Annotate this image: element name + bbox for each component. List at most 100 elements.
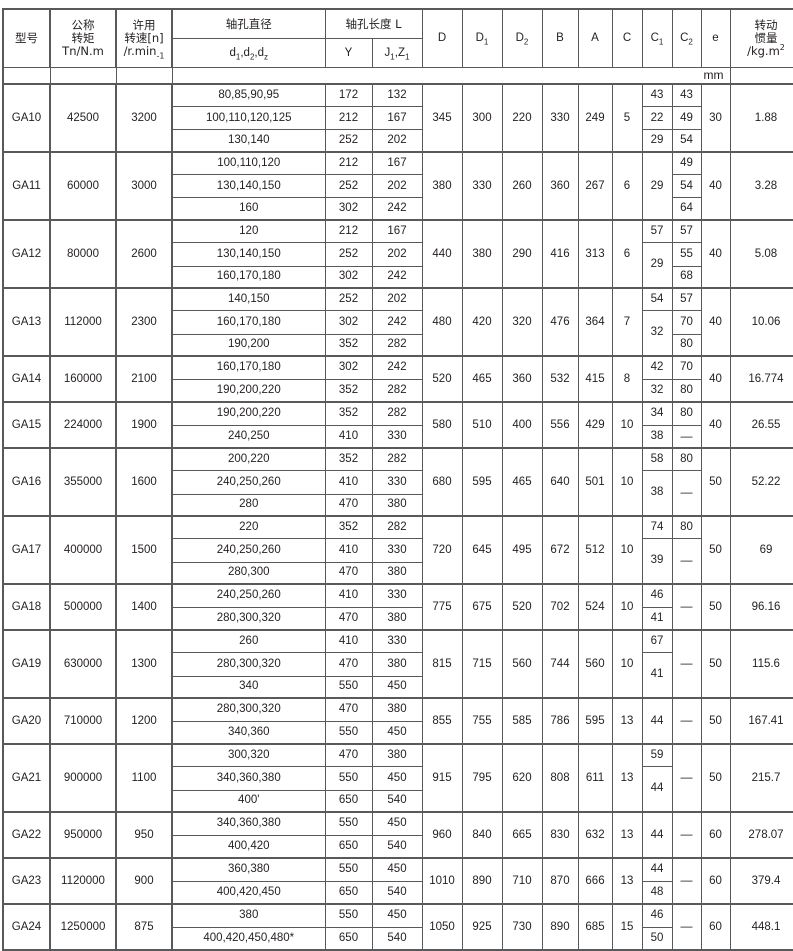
cell-bore-length-Y: 470 [324, 651, 373, 677]
cell-bore-length-Y: 470 [324, 697, 373, 722]
cell-C1: 59 [641, 743, 673, 767]
cell-bore-length-Y: 172 [324, 83, 373, 108]
cell-bore-length-J1Z1: 282 [371, 401, 423, 426]
cell-C1: 39 [641, 537, 673, 585]
header-D1: D1 [461, 8, 503, 68]
cell-C1: 34 [641, 401, 673, 426]
cell-C2: 80 [671, 401, 702, 426]
cell-speed: 1900 [115, 401, 173, 449]
cell-bore-length-J1Z1: 380 [371, 493, 423, 517]
cell-model: GA11 [2, 151, 51, 221]
cell-C: 15 [611, 903, 643, 951]
cell-C1: 58 [641, 447, 673, 471]
cell-D2: 495 [501, 515, 543, 585]
cell-D: 480 [421, 287, 463, 357]
cell-bore-length-J1Z1: 167 [371, 151, 423, 176]
cell-C1: 44 [641, 765, 673, 813]
header-speed: 许用 转速[n] /r.min-1 [115, 8, 173, 68]
cell-inertia: 52.22 [729, 447, 793, 517]
cell-C: 5 [611, 83, 643, 153]
cell-inertia: 69 [729, 515, 793, 585]
cell-D: 440 [421, 219, 463, 289]
cell-torque: 1120000 [49, 857, 117, 905]
cell-speed: 1500 [115, 515, 173, 585]
cell-D: 855 [421, 697, 463, 745]
cell-C: 13 [611, 811, 643, 859]
cell-bore-diameter: 140,150 [171, 287, 326, 311]
cell-A: 512 [577, 515, 613, 585]
header-Y: Y [324, 38, 373, 68]
cell-C2: — [671, 469, 702, 517]
cell-bore-length-Y: 470 [324, 493, 373, 517]
cell-bore-length-J1Z1: 540 [371, 880, 423, 905]
cell-bore-length-Y: 410 [324, 469, 373, 495]
table-row: 240,250,260 410 330 38— [3, 469, 793, 517]
cell-e: 40 [700, 355, 731, 403]
cell-bore-length-Y: 352 [324, 515, 373, 539]
cell-bore-length-J1Z1: 282 [371, 378, 423, 403]
table-row: 130,140 252 202 29 54 [3, 128, 793, 153]
unit-spacer-speed [115, 67, 172, 85]
cell-D2: 710 [501, 857, 543, 905]
cell-e: 40 [700, 151, 731, 221]
header-bore-diameter: 轴孔直径 [171, 8, 326, 39]
cell-C1: 44 [641, 811, 673, 859]
table-row: GA24 1250000 875 380 550 450 1050 925 730 890 685 1… [2, 903, 793, 951]
cell-bore-length-Y: 410 [324, 629, 373, 653]
cell-D: 1010 [421, 857, 463, 905]
cell-inertia: 96.16 [729, 583, 793, 631]
cell-D2: 290 [501, 219, 543, 289]
cell-bore-diameter: 130,140,150 [171, 241, 326, 267]
cell-bore-diameter: 160,170,180 [171, 309, 326, 335]
table-row: GA19 630000 1300 260 410 330 815 715 560 744 560 10… [2, 629, 793, 699]
cell-C1: 54 [641, 287, 673, 311]
cell-C2: — [671, 857, 702, 905]
header-inertia: 转动 惯量 /kg.m2 [729, 8, 793, 68]
coupling-spec-table: 型号 公称 转矩 Tn/N.m 许用 转速[n] /r.min-1 轴孔直径 轴… [2, 8, 793, 951]
cell-torque: 1250000 [49, 903, 117, 951]
cell-C2: 49 [671, 151, 702, 176]
header-model: 型号 [2, 8, 51, 68]
cell-D: 580 [421, 401, 463, 449]
cell-C2: 43 [671, 83, 702, 108]
cell-D: 520 [421, 355, 463, 403]
cell-bore-length-J1Z1: 450 [371, 811, 423, 836]
cell-D2: 320 [501, 287, 543, 357]
cell-torque: 400000 [49, 515, 117, 585]
cell-bore-length-J1Z1: 540 [371, 834, 423, 859]
cell-bore-diameter: 160,170,180 [171, 265, 326, 289]
cell-bore-diameter: 130,140,150 [171, 174, 326, 198]
cell-B: 808 [541, 743, 579, 813]
cell-bore-length-J1Z1: 380 [371, 651, 423, 677]
cell-bore-length-Y: 212 [324, 219, 373, 243]
cell-bore-length-J1Z1: 282 [371, 515, 423, 539]
cell-bore-diameter: 400,420,450 [171, 880, 326, 905]
cell-bore-length-J1Z1: 450 [371, 903, 423, 928]
cell-D1: 510 [461, 401, 503, 449]
cell-D2: 260 [501, 151, 543, 221]
cell-D2: 465 [501, 447, 543, 517]
cell-bore-diameter: 280,300,320 [171, 697, 326, 722]
table-row: 340,360,380 550 450 44 [3, 765, 793, 813]
cell-bore-length-Y: 212 [324, 106, 373, 130]
cell-A: 429 [577, 401, 613, 449]
table-row: 190,200 352 282 80 [3, 333, 793, 357]
cell-B: 360 [541, 151, 579, 221]
cell-e: 50 [700, 583, 731, 631]
cell-B: 672 [541, 515, 579, 585]
cell-C1: 48 [641, 880, 673, 905]
cell-torque: 630000 [49, 629, 117, 699]
cell-A: 267 [577, 151, 613, 221]
cell-A: 611 [577, 743, 613, 813]
cell-A: 524 [577, 583, 613, 631]
cell-bore-length-Y: 352 [324, 447, 373, 471]
cell-C1: 46 [641, 903, 673, 928]
cell-bore-length-Y: 550 [324, 765, 373, 791]
cell-speed: 1200 [115, 697, 173, 745]
cell-e: 50 [700, 515, 731, 585]
cell-bore-length-Y: 470 [324, 743, 373, 767]
cell-bore-length-J1Z1: 330 [371, 629, 423, 653]
cell-C1: 38 [641, 469, 673, 517]
unit-spacer-model [2, 67, 50, 85]
cell-bore-length-Y: 550 [324, 675, 373, 699]
